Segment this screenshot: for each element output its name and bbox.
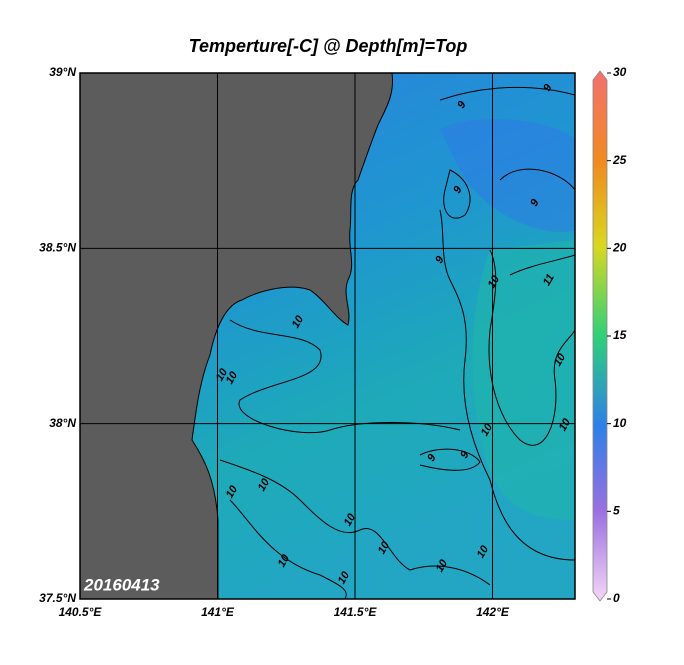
lon-tick-label: 141°E (201, 605, 235, 619)
colorbar-tick-label: 15 (613, 328, 627, 342)
colorbar-tick-label: 30 (613, 65, 627, 79)
contour-label: 11 (541, 272, 557, 288)
cool-water (440, 119, 575, 232)
contours (219, 86, 575, 599)
map-frame (79, 72, 576, 600)
colorbar-tick-label: 10 (613, 416, 627, 430)
lon-tick-label: 142°E (476, 605, 510, 619)
date-label: 20160413 (83, 575, 160, 594)
lat-tick-label: 38°N (49, 416, 76, 430)
colorbar-tick-label: 20 (612, 241, 627, 255)
warm-water (472, 240, 575, 520)
colorbar-tick-label: 0 (613, 591, 620, 605)
chart-title: Temperture[-C] @ Depth[m]=Top (189, 36, 468, 56)
colorbar-tick-label: 5 (613, 504, 620, 518)
lon-tick-label: 141.5°E (334, 605, 378, 619)
land (80, 73, 394, 599)
lat-tick-label: 37.5°N (39, 591, 76, 605)
lat-tick-label: 39°N (49, 65, 76, 79)
lon-tick-label: 140.5°E (59, 605, 103, 619)
colorbar-tick-label: 25 (612, 153, 627, 167)
colorbar (592, 70, 608, 602)
watermark: Ocean Data View (578, 519, 588, 592)
lat-tick-label: 38.5°N (39, 241, 76, 255)
